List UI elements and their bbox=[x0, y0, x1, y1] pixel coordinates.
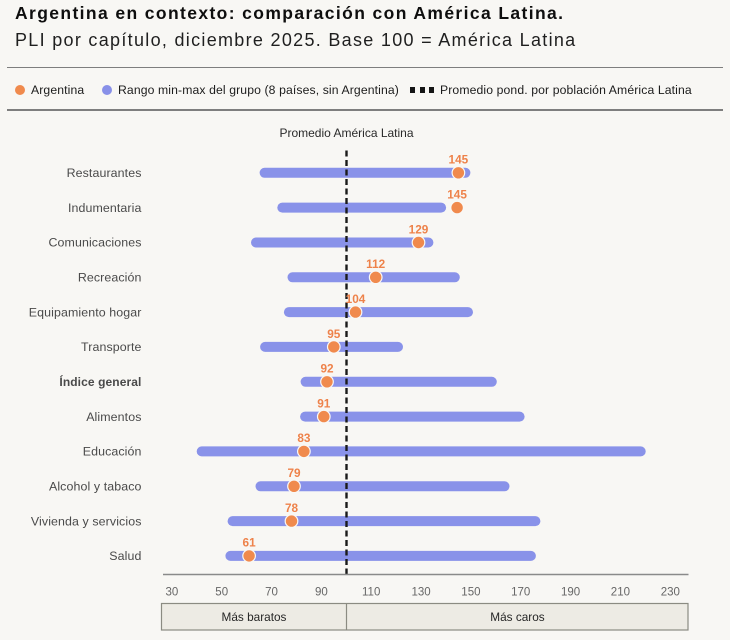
svg-text:83: 83 bbox=[297, 431, 311, 445]
svg-text:Vivienda y servicios: Vivienda y servicios bbox=[31, 514, 142, 528]
svg-text:Salud: Salud bbox=[109, 549, 141, 563]
svg-text:190: 190 bbox=[561, 587, 580, 599]
svg-text:Alcohol y tabaco: Alcohol y tabaco bbox=[49, 480, 142, 494]
svg-text:95: 95 bbox=[327, 327, 341, 341]
svg-text:Más baratos: Más baratos bbox=[222, 610, 287, 624]
svg-text:129: 129 bbox=[409, 222, 429, 236]
svg-text:145: 145 bbox=[447, 187, 467, 201]
svg-text:61: 61 bbox=[243, 536, 257, 550]
svg-text:30: 30 bbox=[166, 587, 179, 599]
svg-text:112: 112 bbox=[366, 257, 385, 271]
svg-text:Promedio América Latina: Promedio América Latina bbox=[279, 126, 413, 140]
svg-text:Indumentaria: Indumentaria bbox=[68, 201, 142, 215]
svg-text:70: 70 bbox=[265, 587, 278, 599]
svg-text:Educación: Educación bbox=[83, 445, 142, 459]
svg-text:Equipamiento hogar: Equipamiento hogar bbox=[29, 305, 142, 319]
svg-text:130: 130 bbox=[412, 587, 431, 599]
svg-text:90: 90 bbox=[315, 587, 328, 599]
svg-text:Comunicaciones: Comunicaciones bbox=[49, 236, 142, 250]
svg-text:145: 145 bbox=[449, 153, 469, 167]
svg-text:150: 150 bbox=[461, 587, 480, 599]
svg-text:92: 92 bbox=[320, 362, 334, 376]
svg-text:91: 91 bbox=[317, 396, 331, 410]
svg-text:Transporte: Transporte bbox=[81, 340, 141, 354]
svg-text:104: 104 bbox=[346, 292, 366, 306]
svg-text:110: 110 bbox=[362, 587, 380, 599]
svg-text:50: 50 bbox=[215, 587, 228, 599]
svg-text:79: 79 bbox=[287, 466, 301, 480]
svg-text:Más caros: Más caros bbox=[490, 610, 545, 624]
svg-text:Índice general: Índice general bbox=[59, 374, 141, 389]
svg-text:210: 210 bbox=[611, 587, 630, 599]
svg-text:Restaurantes: Restaurantes bbox=[67, 166, 142, 180]
svg-text:170: 170 bbox=[511, 587, 530, 599]
svg-text:230: 230 bbox=[661, 587, 680, 599]
svg-text:78: 78 bbox=[285, 501, 299, 515]
svg-text:Alimentos: Alimentos bbox=[86, 410, 141, 424]
svg-text:Recreación: Recreación bbox=[78, 271, 142, 285]
